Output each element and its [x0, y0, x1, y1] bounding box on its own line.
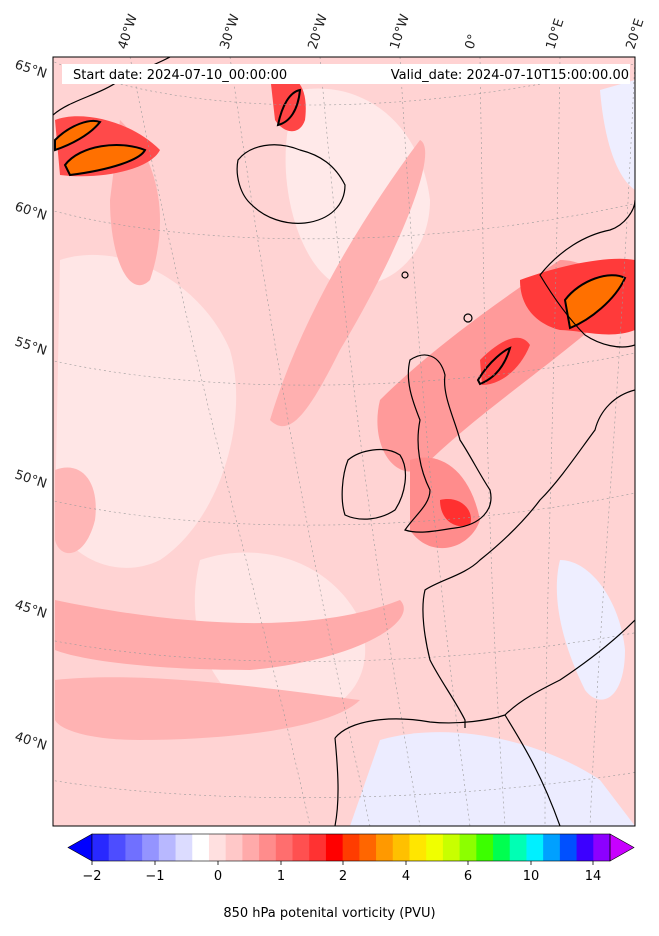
longitude-label: 30°W	[218, 12, 243, 51]
latitude-label: 65°N	[13, 58, 49, 82]
scandinavia-coast	[539, 199, 635, 348]
colorbar-segment	[509, 834, 527, 861]
colorbar-segment	[459, 834, 477, 861]
colorbar-tick-label: 14	[585, 869, 602, 884]
map-area	[53, 57, 635, 826]
britain-coast	[404, 354, 492, 533]
longitude-label: 20°W	[306, 12, 331, 51]
longitude-labels: 40°W 30°W 20°W 10°W 0° 10°E 20°E	[116, 12, 648, 51]
pv-medium-band	[55, 600, 404, 670]
colorbar-outline	[91, 833, 611, 862]
colorbar-tick-label: 4	[402, 869, 410, 884]
colorbar-segment	[426, 834, 444, 861]
coastlines	[53, 57, 635, 826]
colorbar-segment	[342, 834, 360, 861]
colorbar-tick-label: 0	[214, 869, 222, 884]
longitude-label: 20°E	[624, 17, 648, 51]
pv-low-region	[55, 254, 237, 568]
pv-low-region	[600, 80, 635, 190]
colorbar-tick-label: 2	[339, 869, 347, 884]
valid-date-label: Valid_date: 2024-07-10T15:00:00.00	[391, 68, 629, 83]
colorbar-segment	[108, 834, 126, 861]
latitude-label: 50°N	[13, 468, 49, 492]
continent-coast	[422, 389, 635, 728]
colorbar-extend-max	[609, 833, 635, 862]
colorbar-segment	[476, 834, 494, 861]
pv-low-region	[556, 560, 625, 700]
colorbar: −2 −1 0 1 2 4 6 10 14	[67, 833, 635, 884]
shetland-islands	[463, 313, 473, 323]
colorbar-segment	[242, 834, 260, 861]
colorbar-tick-label: −2	[82, 869, 101, 884]
colorbar-segment	[259, 834, 277, 861]
colorbar-segment	[576, 834, 594, 861]
pv-medium-band	[55, 467, 96, 554]
colorbar-segment	[275, 834, 294, 861]
colorbar-segment	[493, 834, 511, 861]
header-band	[62, 64, 630, 84]
longitude-label: 10°E	[544, 17, 568, 51]
iberia-coast	[334, 619, 635, 739]
start-date-label: Start date: 2024-07-10_00:00:00	[73, 68, 287, 83]
colorbar-segment	[526, 834, 544, 861]
colorbar-segment	[142, 834, 160, 861]
longitude-label: 10°W	[388, 12, 413, 51]
colorbar-segment	[409, 834, 427, 861]
iberia-west-coast	[334, 737, 339, 826]
colorbar-extend-min	[67, 833, 93, 862]
pv-extreme-region	[276, 88, 302, 127]
colorbar-segment	[376, 834, 394, 861]
latitude-label: 45°N	[13, 598, 49, 622]
colorbar-segment	[309, 834, 327, 861]
latitude-label: 55°N	[13, 335, 49, 359]
colorbar-segment	[175, 834, 193, 861]
colorbar-segment	[125, 834, 143, 861]
colorbar-segment	[225, 834, 243, 861]
pv-extreme-region	[476, 346, 512, 386]
colorbar-segment	[442, 834, 461, 861]
pv-medium-band	[55, 677, 360, 740]
map-frame	[52, 56, 636, 827]
ireland-coast	[341, 448, 407, 520]
colorbar-segment	[158, 834, 177, 861]
pv-extreme-region	[54, 120, 102, 152]
iceland-coast	[236, 144, 346, 224]
colorbar-tick-label: 10	[523, 869, 540, 884]
colorbar-segment	[92, 834, 110, 861]
med-coast	[504, 714, 561, 826]
colorbar-segment	[325, 834, 344, 861]
pv-medium-band	[270, 140, 426, 427]
pv-high-region	[440, 499, 471, 527]
colorbar-segment	[392, 834, 410, 861]
pv-extreme-region	[63, 144, 147, 177]
colorbar-tick-label: 6	[464, 869, 472, 884]
pv-low-region	[350, 732, 635, 826]
pv-extreme-region	[563, 274, 627, 330]
colorbar-segment	[192, 834, 210, 861]
colorbar-caption: 850 hPa potenital vorticity (PVU)	[223, 906, 436, 921]
colorbar-segment	[292, 834, 310, 861]
colorbar-tick-label: −1	[145, 869, 164, 884]
colorbar-segment	[593, 834, 611, 861]
latitude-labels: 65°N 60°N 55°N 50°N 45°N 40°N	[13, 58, 49, 754]
faroe-islands	[401, 271, 409, 279]
latitude-label: 40°N	[13, 730, 49, 754]
colorbar-segment	[543, 834, 561, 861]
colorbar-segment	[208, 834, 227, 861]
colorbar-tick-label: 1	[277, 869, 285, 884]
longitude-label: 40°W	[116, 12, 141, 51]
longitude-label: 0°	[463, 33, 482, 52]
colorbar-segment	[559, 834, 578, 861]
latitude-label: 60°N	[13, 200, 49, 224]
colorbar-segment	[359, 834, 377, 861]
